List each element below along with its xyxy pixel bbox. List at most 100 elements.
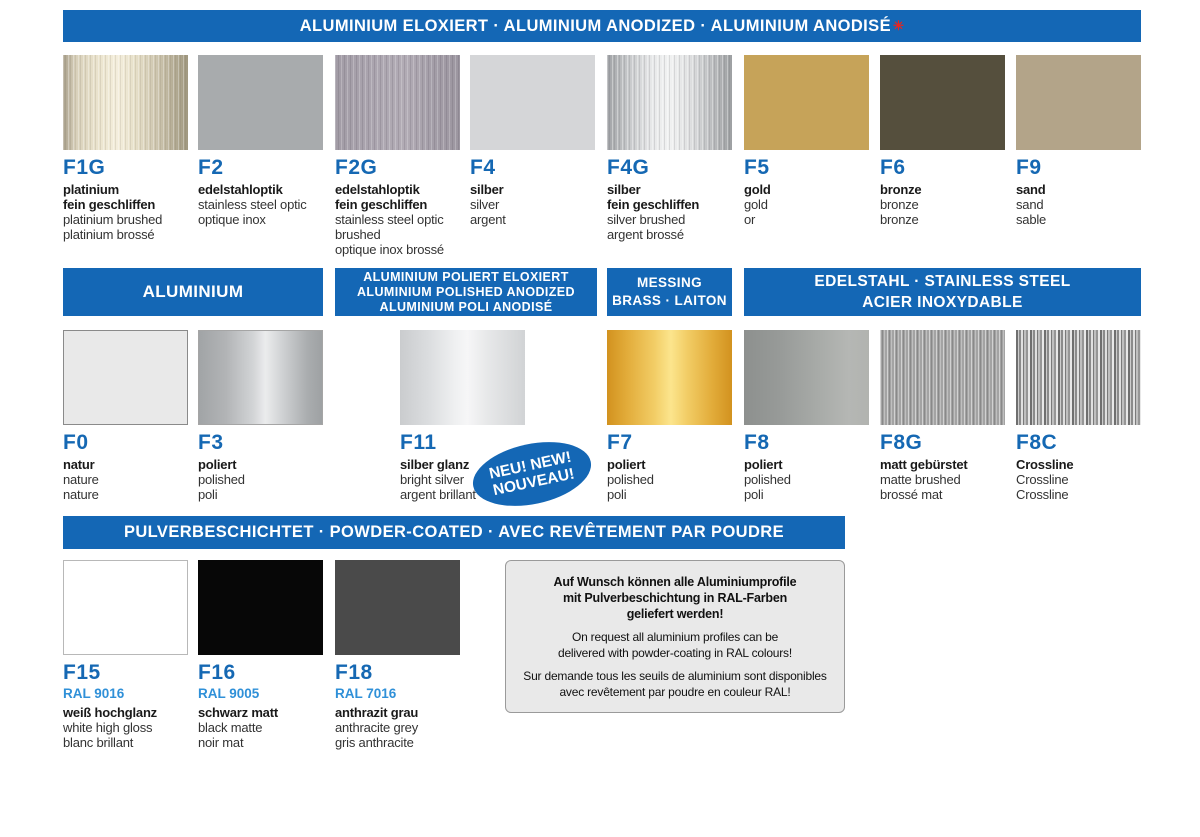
finish-name-de: natur xyxy=(63,457,95,472)
finish-card-f5: F5 gold gold or xyxy=(744,55,876,227)
finish-name-translations: white high gloss blanc brillant xyxy=(63,720,153,750)
finish-card-f4: F4 silber silver argent xyxy=(470,55,602,227)
finish-card-f18: F18 RAL 7016 anthrazit grau anthracite g… xyxy=(335,560,467,750)
finish-card-f15: F15 RAL 9016 weiß hochglanz white high g… xyxy=(63,560,195,750)
section-header-polished-anodized: ALUMINIUM POLIERT ELOXIERT ALUMINIUM POL… xyxy=(335,268,597,316)
finish-code: F2 xyxy=(198,156,224,179)
finish-code: F8C xyxy=(1016,431,1058,454)
ral-info-en: On request all aluminium profiles can be… xyxy=(557,629,792,660)
finish-name-de: sand xyxy=(1016,182,1046,197)
swatch-f6 xyxy=(880,55,1005,150)
finish-name-translations: bright silver argent brillant xyxy=(400,472,476,502)
finish-card-f0: F0 natur nature nature xyxy=(63,330,195,502)
finish-card-f2g: F2G edelstahloptik fein geschliffen stai… xyxy=(335,55,467,257)
ral-code: RAL 9016 xyxy=(63,686,125,701)
finish-name-de: bronze xyxy=(880,182,922,197)
finish-name-de: platinium fein geschliffen xyxy=(63,182,156,212)
finish-code: F9 xyxy=(1016,156,1042,179)
swatch-f16 xyxy=(198,560,323,655)
finish-name-de: matt gebürstet xyxy=(880,457,968,472)
swatch-f3 xyxy=(198,330,323,425)
section-header-powder-coated: PULVERBESCHICHTET · POWDER-COATED · AVEC… xyxy=(63,516,845,549)
finish-name-de: anthrazit grau xyxy=(335,705,419,720)
finish-code: F15 xyxy=(63,661,101,684)
finish-name-translations: nature nature xyxy=(63,472,99,502)
finish-name-de: poliert xyxy=(607,457,646,472)
swatch-f18 xyxy=(335,560,460,655)
finish-card-f6: F6 bronze bronze bronze xyxy=(880,55,1012,227)
finish-code: F16 xyxy=(198,661,236,684)
swatch-f8 xyxy=(744,330,869,425)
finish-name-translations: gold or xyxy=(744,197,768,227)
finish-name-translations: platinium brushed platinium brossé xyxy=(63,212,163,242)
section-header-anodized-text: ALUMINIUM ELOXIERT · ALUMINIUM ANODIZED … xyxy=(299,16,891,35)
swatch-f2g xyxy=(335,55,460,150)
finish-code: F6 xyxy=(880,156,906,179)
finish-card-f2: F2 edelstahloptik stainless steel optic … xyxy=(198,55,330,227)
swatch-f8c xyxy=(1016,330,1141,425)
swatch-f5 xyxy=(744,55,869,150)
ral-info-box: Auf Wunsch können alle Aluminiumprofile … xyxy=(505,560,845,713)
section-header-brass: MESSING BRASS · LAITON xyxy=(607,268,732,316)
finish-name-de: silber fein geschliffen xyxy=(607,182,700,212)
finish-code: F2G xyxy=(335,156,378,179)
finish-name-translations: polished poli xyxy=(198,472,245,502)
swatch-f9 xyxy=(1016,55,1141,150)
finish-name-de: poliert xyxy=(198,457,237,472)
finish-name-de: poliert xyxy=(744,457,783,472)
ral-code: RAL 7016 xyxy=(335,686,397,701)
finish-name-translations: polished poli xyxy=(744,472,791,502)
finish-code: F18 xyxy=(335,661,373,684)
finish-name-translations: anthracite grey gris anthracite xyxy=(335,720,418,750)
finish-code: F11 xyxy=(400,431,437,454)
finish-name-translations: sand sable xyxy=(1016,197,1047,227)
finish-name-translations: stainless steel optic brushed optique in… xyxy=(335,212,444,257)
finish-name-de: edelstahloptik xyxy=(198,182,283,197)
finish-name-de: edelstahloptik fein geschliffen xyxy=(335,182,428,212)
finish-name-translations: bronze bronze xyxy=(880,197,919,227)
finish-name-de: silber glanz xyxy=(400,457,470,472)
finish-code: F1G xyxy=(63,156,106,179)
finish-name-translations: matte brushed brossé mat xyxy=(880,472,961,502)
finish-card-f7: F7 poliert polished poli xyxy=(607,330,739,502)
finish-code: F8 xyxy=(744,431,770,454)
finish-code: F8G xyxy=(880,431,923,454)
swatch-f7 xyxy=(607,330,732,425)
finish-code: F4G xyxy=(607,156,650,179)
finish-card-f16: F16 RAL 9005 schwarz matt black matte no… xyxy=(198,560,330,750)
finish-card-f8c: F8C Crossline Crossline Crossline xyxy=(1016,330,1148,502)
ral-code: RAL 9005 xyxy=(198,686,260,701)
finish-name-translations: Crossline Crossline xyxy=(1016,472,1069,502)
finish-name-translations: silver argent xyxy=(470,197,506,227)
finish-card-f8: F8 poliert polished poli xyxy=(744,330,876,502)
finish-name-translations: polished poli xyxy=(607,472,654,502)
finish-name-de: Crossline xyxy=(1016,457,1074,472)
finish-code: F3 xyxy=(198,431,224,454)
finish-name-translations: black matte noir mat xyxy=(198,720,263,750)
finish-card-f4g: F4G silber fein geschliffen silver brush… xyxy=(607,55,739,242)
finish-card-f9: F9 sand sand sable xyxy=(1016,55,1148,227)
ral-info-de: Auf Wunsch können alle Aluminiumprofile … xyxy=(553,574,797,621)
swatch-f11 xyxy=(400,330,525,425)
finish-card-f3: F3 poliert polished poli xyxy=(198,330,330,502)
finish-name-de: silber xyxy=(470,182,504,197)
section-header-anodized: ALUMINIUM ELOXIERT · ALUMINIUM ANODIZED … xyxy=(63,10,1141,42)
swatch-f0 xyxy=(63,330,188,425)
finish-card-f8g: F8G matt gebürstet matte brushed brossé … xyxy=(880,330,1012,502)
section-header-aluminium: ALUMINIUM xyxy=(63,268,323,316)
swatch-f4g xyxy=(607,55,732,150)
swatch-f8g xyxy=(880,330,1005,425)
finish-name-de: gold xyxy=(744,182,771,197)
ral-info-fr: Sur demande tous les seuils de aluminium… xyxy=(523,668,827,699)
finish-card-f1g: F1G platinium fein geschliffen platinium… xyxy=(63,55,195,242)
swatch-f15 xyxy=(63,560,188,655)
finish-card-f11: F11 silber glanz bright silver argent br… xyxy=(400,330,532,502)
finish-name-translations: silver brushed argent brossé xyxy=(607,212,686,242)
finish-name-de: schwarz matt xyxy=(198,705,278,720)
finish-code: F4 xyxy=(470,156,496,179)
finish-name-translations: stainless steel optic optique inox xyxy=(198,197,307,227)
finish-code: F7 xyxy=(607,431,633,454)
finish-name-de: weiß hochglanz xyxy=(63,705,157,720)
swatch-f2 xyxy=(198,55,323,150)
